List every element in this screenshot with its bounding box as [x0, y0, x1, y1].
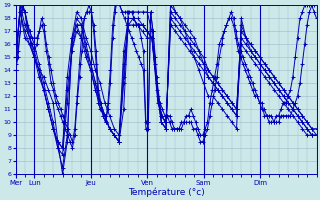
X-axis label: Température (°c): Température (°c) — [128, 187, 204, 197]
